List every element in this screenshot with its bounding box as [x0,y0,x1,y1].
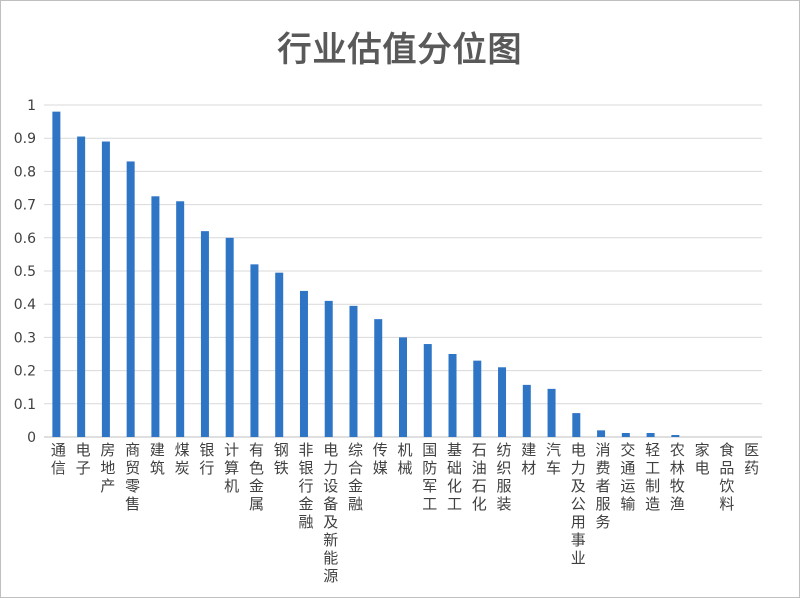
x-tick-label: 银行 [199,441,214,477]
y-tick-label: 0.6 [14,231,36,247]
x-tick-label: 煤炭 [175,441,190,477]
y-axis-ticks: 0 0.1 0.2 0.3 0.4 0.5 0.6 0.7 0.8 0.9 1 [14,98,36,446]
x-tick-label: 商贸零售 [125,441,140,513]
x-tick-label: 建材 [521,441,536,477]
bar [572,413,581,437]
x-tick-label: 非银行金融 [298,441,313,531]
bar [671,435,680,437]
bar [77,136,86,438]
x-tick-label: 交通运输 [620,441,635,513]
y-tick-label: 0.4 [14,297,36,313]
bar [151,196,160,437]
chart-title: 行业估值分位图 [277,30,523,70]
x-tick-label: 机械 [397,441,412,477]
x-tick-label: 农林牧渔 [670,441,685,513]
y-tick-label: 0 [27,430,36,446]
x-tick-label: 基础化工 [447,441,462,513]
x-tick-label: 有色金属 [249,441,264,513]
x-tick-label: 建筑 [150,441,165,477]
x-tick-label: 电子 [76,441,91,477]
bar [250,264,259,437]
y-tick-label: 0.9 [14,131,36,147]
bar [324,300,333,437]
y-tick-label: 0.5 [14,264,36,280]
x-tick-label: 电力设备及新能源 [323,441,338,585]
x-tick-label: 通信 [51,441,66,477]
bar [126,161,135,437]
bar [101,141,110,437]
bar [547,388,556,437]
x-tick-label: 纺织服装 [497,441,512,513]
bar [399,337,407,437]
bars [52,111,680,438]
x-tick-label: 石油石化 [472,441,487,513]
x-tick-label: 轻工制造 [645,441,660,513]
x-tick-label: 家电 [695,441,710,477]
bar [448,354,457,437]
y-tick-label: 0.3 [14,330,36,346]
x-tick-label: 房地产 [100,441,115,495]
bar [52,111,61,437]
bar [498,367,507,437]
bar [299,290,308,437]
x-tick-label: 消费者服务 [596,441,611,531]
bar [423,344,432,437]
bar [349,305,358,437]
bar [621,433,630,437]
x-tick-label: 计算机 [224,441,239,495]
bar [522,384,531,437]
bar [597,430,606,437]
x-axis-labels: 通信电子房地产商贸零售建筑煤炭银行计算机有色金属钢铁非银行金融电力设备及新能源综… [51,441,759,585]
x-tick-label: 综合金融 [348,441,363,513]
y-tick-label: 0.7 [14,198,36,214]
y-tick-label: 0.2 [14,364,36,380]
bar [646,433,655,437]
bar [225,237,234,437]
gridlines [44,104,762,438]
bar [176,201,185,437]
y-tick-label: 0.1 [14,397,36,413]
x-tick-label: 食品饮料 [719,441,734,513]
x-tick-label: 电力及公用事业 [571,441,586,567]
y-tick-label: 0.8 [14,164,36,180]
x-tick-label: 医药 [744,441,759,477]
x-tick-label: 国防军工 [422,441,437,513]
x-tick-label: 传媒 [373,441,388,477]
bar [200,231,209,437]
x-tick-label: 汽车 [546,441,561,477]
bar [374,319,383,437]
y-tick-label: 1 [27,98,36,114]
x-tick-label: 钢铁 [274,441,289,477]
bar [473,360,482,437]
bar [275,272,284,437]
